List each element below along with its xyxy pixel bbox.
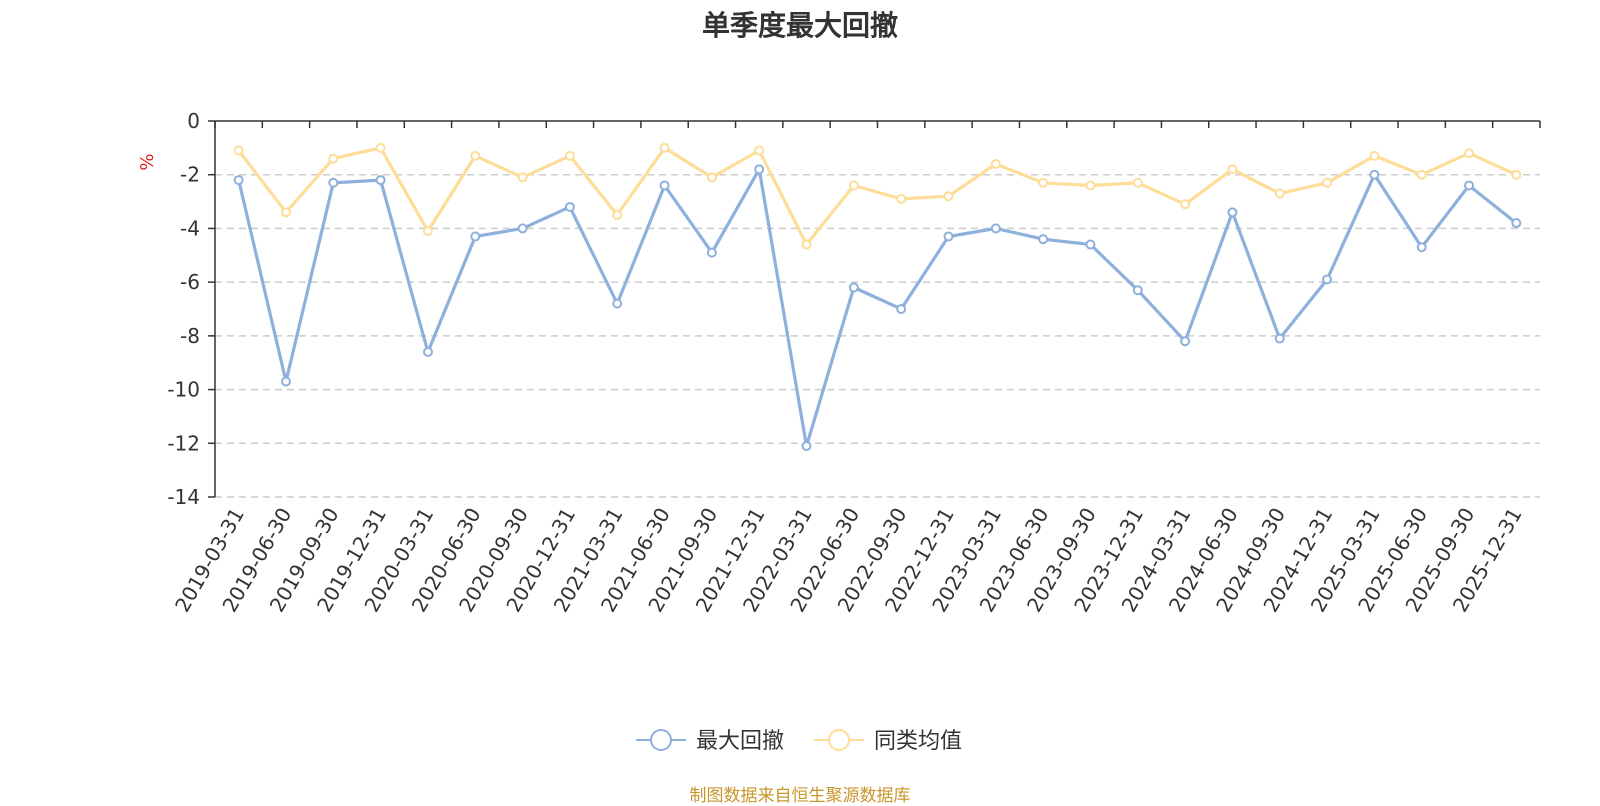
data-point [943,191,954,202]
y-tick-label: -6 [180,270,200,294]
data-point [564,150,575,161]
data-point [328,153,339,164]
data-point [1369,150,1380,161]
data-point [1132,285,1143,296]
y-tick-label: 0 [187,109,200,133]
data-point [706,172,717,183]
data-point [1038,234,1049,245]
axes [214,120,1540,497]
data-point [1227,164,1238,175]
data-point [612,298,623,309]
data-point [1132,177,1143,188]
data-point [280,207,291,218]
data-point [896,304,907,314]
data-point [1416,242,1427,253]
data-point [375,175,386,186]
data-point [1180,199,1191,210]
y-tick-label: -4 [180,216,200,240]
series-line [237,167,1518,448]
legend-label: 同类均值 [874,729,962,754]
data-point [659,180,670,191]
data-point [990,223,1001,234]
x-axis-ticks: 2019-03-312019-06-302019-09-302019-12-31… [170,121,1541,616]
data-point [896,193,907,204]
data-point [233,175,244,186]
y-axis-ticks: 0 -2 -4 -6 -8 -10 -12 -14 [167,109,215,509]
legend-label: 最大回撤 [696,729,784,754]
data-point [706,247,717,258]
legend-swatch-marker [828,729,850,751]
series-lines [237,146,1518,448]
data-point [564,201,575,212]
data-source-footer: 制图数据来自恒生聚源数据库 [689,786,911,806]
data-point [1274,188,1285,199]
data-point [1416,169,1427,180]
data-point [754,164,765,175]
data-point [375,142,386,153]
data-point [1180,336,1191,347]
data-point [233,145,244,156]
data-point [848,282,859,293]
y-tick-label: -8 [180,324,200,348]
data-point [1085,180,1096,191]
legend-swatch-marker [650,729,672,751]
data-point [943,231,954,242]
data-point [801,440,812,451]
y-tick-label: -14 [167,485,200,509]
chart-title: 单季度最大回撤 [701,9,898,42]
y-tick-label: -2 [180,163,200,187]
data-point [754,145,765,156]
data-point [280,376,291,387]
data-point [1369,169,1380,180]
series-line [237,146,1517,247]
y-tick-label: -12 [167,431,200,455]
data-point [990,158,1001,169]
data-point [1038,177,1049,188]
data-point [1464,148,1475,159]
data-point [328,177,339,188]
data-point [470,231,481,242]
grid-lines [215,173,1540,498]
data-point [1511,218,1522,229]
data-point [1085,239,1096,250]
data-point [659,142,670,153]
y-axis-label: % [137,153,158,170]
data-point [1464,180,1475,191]
data-point [801,239,812,250]
series-points [233,142,1522,451]
data-point [422,346,433,357]
data-point [422,226,433,237]
y-tick-label: -10 [167,378,200,402]
data-point [612,210,623,220]
data-point [517,223,528,234]
data-point [1274,333,1285,344]
data-point [1511,169,1522,180]
data-point [517,172,528,183]
data-point [1322,177,1333,188]
data-point [470,150,481,161]
data-point [848,180,859,191]
legend: 最大回撤 同类均值 [636,729,962,754]
data-point [1322,274,1333,285]
data-point [1227,207,1238,218]
